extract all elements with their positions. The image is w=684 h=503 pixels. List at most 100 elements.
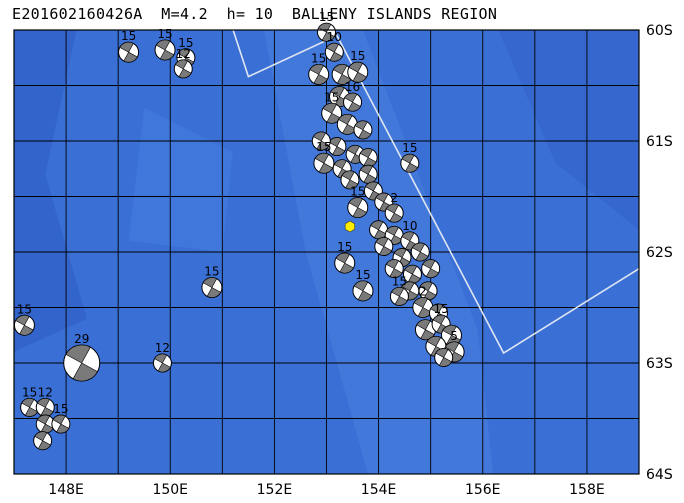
plate-boundary-line	[232, 30, 639, 355]
focal-mechanism	[340, 170, 360, 190]
compressional-quadrant	[341, 170, 355, 181]
compressional-quadrant	[177, 48, 191, 59]
focal-mechanism: 2	[412, 285, 434, 318]
compressional-quadrant	[375, 192, 389, 203]
depth-label: 15	[402, 141, 417, 155]
compressional-quadrant	[389, 212, 403, 223]
depth-label: 15	[53, 402, 68, 416]
focal-mechanism	[311, 131, 331, 151]
compressional-quadrant	[72, 362, 98, 382]
focal-mechanism	[410, 242, 430, 262]
focal-mechanism: 12	[152, 341, 172, 373]
longitude-label: 158E	[569, 482, 605, 498]
compressional-quadrant	[401, 281, 415, 292]
compressional-quadrant	[178, 68, 192, 79]
compressional-quadrant	[393, 248, 407, 258]
latitude-label: 60S	[646, 23, 673, 39]
event-epicenter-marker	[344, 220, 356, 233]
depth-label: 15	[392, 274, 407, 288]
depth-label: 15	[350, 185, 365, 199]
depth-label: 15	[311, 51, 326, 65]
compressional-quadrant	[332, 64, 348, 75]
compressional-quadrant	[36, 398, 50, 408]
compressional-quadrant	[15, 314, 30, 326]
compressional-quadrant	[379, 246, 393, 256]
compressional-quadrant	[430, 303, 444, 314]
depth-label: 2	[419, 285, 427, 299]
compressional-quadrant	[432, 314, 446, 325]
compressional-quadrant	[442, 324, 457, 336]
focal-mechanism	[33, 431, 53, 451]
focal-mechanism: 12	[35, 385, 55, 417]
longitude-label: 148E	[48, 482, 84, 498]
target-event	[344, 220, 356, 233]
compressional-quadrant	[155, 39, 171, 51]
focal-mechanism: 15	[313, 140, 335, 174]
compressional-quadrant	[157, 362, 171, 373]
compressional-quadrant	[426, 336, 442, 347]
compressional-quadrant	[154, 353, 168, 364]
focal-mechanism	[353, 120, 373, 140]
compressional-quadrant	[435, 348, 449, 358]
seamount-patch	[128, 107, 233, 252]
compressional-quadrant	[444, 341, 460, 353]
compressional-quadrant	[330, 86, 345, 98]
compressional-quadrant	[321, 31, 335, 42]
focal-mechanism: 15	[51, 402, 71, 434]
plate-boundary	[232, 30, 639, 355]
depth-label: 15	[22, 385, 37, 399]
compressional-quadrant	[419, 281, 433, 292]
compressional-quadrant	[404, 264, 418, 275]
longitude-label: 154E	[361, 482, 397, 498]
compressional-quadrant	[438, 357, 452, 367]
compressional-quadrant	[411, 242, 425, 253]
compressional-quadrant	[318, 22, 332, 33]
depth-label: 15	[319, 10, 334, 24]
compressional-quadrant	[359, 165, 373, 175]
compressional-quadrant	[335, 252, 350, 264]
depth-label: 15	[157, 27, 172, 41]
focal-mechanism: 15	[347, 49, 369, 83]
depth-label: 15	[17, 302, 32, 316]
compressional-quadrant	[174, 59, 188, 70]
focal-mechanism	[414, 319, 436, 341]
latitude-labels: 60S 61S 62S 63S 64S	[646, 23, 673, 483]
compressional-quadrant	[36, 414, 50, 425]
depth-label: 15	[204, 265, 219, 279]
depth-label: 12	[155, 341, 170, 355]
compressional-quadrant	[34, 431, 48, 442]
latitude-label: 63S	[646, 356, 673, 372]
compressional-quadrant	[329, 51, 343, 62]
compressional-quadrant	[159, 49, 175, 61]
depth-label: 15	[355, 268, 370, 282]
compressional-quadrant	[365, 181, 379, 192]
compressional-quadrant	[309, 64, 324, 75]
compressional-quadrant	[357, 290, 373, 302]
map-title: E201602160426A M=4.2 h= 10 BALLENY ISLAN…	[12, 5, 498, 23]
depth-label: 16	[345, 80, 360, 94]
compressional-quadrant	[370, 220, 384, 231]
depth-label: 12	[176, 47, 191, 61]
compressional-quadrant	[359, 148, 373, 159]
compressional-quadrant	[413, 297, 429, 308]
compressional-quadrant	[394, 295, 408, 306]
compressional-quadrant	[56, 423, 70, 434]
compressional-quadrant	[52, 414, 66, 425]
focal-mechanism	[434, 347, 454, 367]
focal-mechanism	[358, 164, 378, 184]
latitude-label: 62S	[646, 245, 673, 261]
focal-mechanism: 15	[347, 185, 369, 219]
compressional-quadrant	[385, 259, 399, 270]
compressional-quadrant	[348, 197, 363, 209]
focal-mechanism: 15	[201, 265, 223, 299]
focal-mechanism	[384, 259, 404, 279]
depth-label: 5	[450, 329, 458, 343]
focal-mechanism: 29	[63, 332, 101, 382]
compressional-quadrant	[37, 440, 51, 450]
compressional-quadrant	[19, 324, 34, 336]
compressional-quadrant	[353, 280, 369, 292]
compressional-quadrant	[358, 129, 372, 140]
compressional-quadrant	[119, 41, 134, 53]
